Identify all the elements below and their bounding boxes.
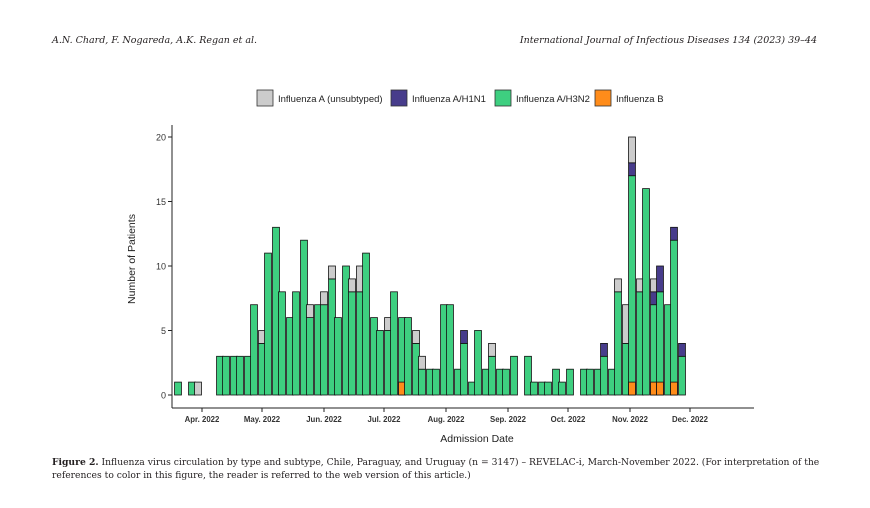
y-tick-label: 5 [161, 326, 166, 336]
legend-swatch [390, 89, 408, 107]
bar-h1n1 [670, 226, 678, 241]
bar-unsubtyped [320, 291, 328, 306]
bar-h3n2 [418, 368, 426, 396]
bar-h1n1 [628, 162, 636, 177]
x-tick-label: May. 2022 [244, 415, 281, 424]
bar-h3n2 [656, 291, 664, 396]
bar-unsubtyped [348, 278, 356, 293]
legend-label: Influenza B [616, 94, 664, 105]
y-tick-label: 10 [156, 262, 166, 272]
legend-swatch [256, 89, 274, 107]
running-head-journal: International Journal of Infectious Dise… [519, 35, 817, 46]
legend-item: Influenza A/H3N2 [494, 89, 590, 107]
bar-h3n2 [524, 355, 532, 396]
bar-h3n2 [558, 381, 566, 396]
bar-h3n2 [306, 317, 314, 396]
legend-swatch [494, 89, 512, 107]
bar-h3n2 [432, 368, 440, 396]
bar-h3n2 [488, 355, 496, 396]
y-tick-label: 20 [156, 133, 166, 143]
bar-h3n2 [236, 355, 244, 396]
bar-h3n2 [250, 304, 258, 396]
bar-unsubtyped [412, 330, 420, 344]
bar-h3n2 [628, 175, 636, 396]
y-tick-label: 15 [156, 197, 166, 207]
bar-h3n2 [586, 368, 594, 396]
y-tick-label: 0 [161, 391, 166, 401]
figure-label: Figure 2. [52, 457, 99, 468]
bar-h3n2 [376, 330, 384, 396]
figure-caption-text: Influenza virus circulation by type and … [52, 457, 820, 481]
bar-h1n1 [600, 342, 608, 357]
chart-axes: 0 5 10 15 20 Apr. 2022 May. 2022 Jun. 2022 Jul. … [156, 125, 754, 424]
x-tick-label: Sep. 2022 [490, 415, 527, 424]
x-tick-label: Apr. 2022 [185, 415, 220, 424]
legend-item: Influenza B [594, 89, 664, 107]
bar-h1n1 [460, 330, 468, 344]
bar-h3n2 [530, 381, 538, 396]
bar-h3n2 [670, 239, 678, 396]
bar-h3n2 [600, 355, 608, 396]
bar-h3n2 [544, 381, 552, 396]
bar-h3n2 [278, 291, 286, 396]
bar-h3n2 [174, 381, 182, 396]
bar-h3n2 [510, 355, 518, 396]
bar-h3n2 [642, 188, 650, 396]
x-tick-label: Dec. 2022 [672, 415, 709, 424]
bar-h3n2 [502, 368, 510, 396]
bar-unsubtyped [488, 342, 496, 357]
bar-unsubtyped [306, 304, 314, 319]
figure-caption: Figure 2. Influenza virus circulation by… [52, 456, 822, 482]
bar-h3n2 [404, 317, 412, 396]
x-tick-label: Jun. 2022 [306, 415, 342, 424]
x-tick-label: Aug. 2022 [428, 415, 465, 424]
legend-label: Influenza A (unsubtyped) [278, 94, 383, 105]
bar-h3n2 [222, 355, 230, 396]
y-axis-title: Number of Patients [126, 214, 138, 304]
running-head-authors: A.N. Chard, F. Nogareda, A.K. Regan et a… [52, 35, 258, 46]
bar-h1n1 [678, 342, 686, 357]
x-tick-label: Oct. 2022 [551, 415, 586, 424]
legend-item: Influenza A/H1N1 [390, 89, 486, 107]
legend-swatch [594, 89, 612, 107]
bar-h3n2 [460, 342, 468, 396]
x-tick-label: Jul. 2022 [368, 415, 402, 424]
chart-bars [174, 136, 686, 396]
bar-h3n2 [446, 304, 454, 396]
bar-unsubtyped [628, 136, 636, 164]
running-head: A.N. Chard, F. Nogareda, A.K. Regan et a… [0, 35, 870, 49]
bar-unsubtyped [194, 381, 202, 396]
bar-h3n2 [566, 368, 574, 396]
bar-h1n1 [656, 265, 664, 293]
bar-h3n2 [614, 291, 622, 396]
legend-label: Influenza A/H1N1 [412, 94, 486, 105]
chart-legend: Influenza A (unsubtyped) Influenza A/H1N1… [256, 89, 664, 107]
legend-label: Influenza A/H3N2 [516, 94, 590, 105]
influenza-bar-chart: Influenza A (unsubtyped) Influenza A/H1N1… [126, 89, 754, 445]
bar-unsubtyped [328, 265, 336, 280]
bar-h3n2 [678, 355, 686, 396]
legend-item: Influenza A (unsubtyped) [256, 89, 383, 107]
bar-influenza-b [656, 381, 664, 396]
bar-h3n2 [320, 304, 328, 396]
bar-h3n2 [348, 291, 356, 396]
bar-unsubtyped [614, 278, 622, 293]
bar-h3n2 [264, 252, 272, 396]
bar-h3n2 [390, 291, 398, 396]
x-tick-label: Nov. 2022 [612, 415, 648, 424]
bar-influenza-b [670, 381, 678, 396]
bar-h3n2 [474, 330, 482, 396]
bar-unsubtyped [418, 355, 426, 370]
x-axis-title: Admission Date [440, 433, 514, 445]
bar-influenza-b [628, 381, 636, 396]
bar-h3n2 [292, 291, 300, 396]
bar-h3n2 [362, 252, 370, 396]
bar-h3n2 [334, 317, 342, 396]
